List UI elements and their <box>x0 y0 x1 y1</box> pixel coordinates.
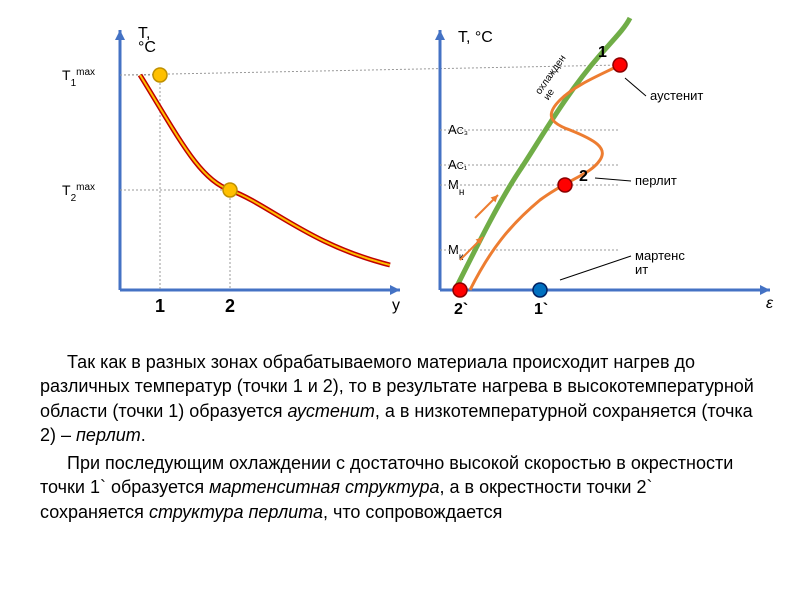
explanation-text: Так как в разных зонах обрабатываемого м… <box>40 350 760 528</box>
p1-i1: аустенит <box>287 401 374 421</box>
left-point-1 <box>153 68 167 82</box>
right-red-label-2: 2 <box>579 168 588 185</box>
right-red-label-1: 1 <box>598 44 607 61</box>
right-red-point-1 <box>613 58 627 72</box>
right-red-label-2`: 2` <box>454 301 468 318</box>
phase-label: аустенит <box>650 88 703 103</box>
right-red-point-2` <box>453 283 467 297</box>
right-red-point-2 <box>558 178 572 192</box>
p2-i1: мартенситная структура <box>209 477 439 497</box>
left-xmark-2: 2 <box>225 296 235 316</box>
p2-i2: структура перлита <box>149 502 323 522</box>
right-blue-point-1` <box>533 283 547 297</box>
phase-label: перлит <box>635 173 677 188</box>
right-y-axis-label: T, °C <box>458 29 493 46</box>
left-y-axis-label: T,°C <box>138 25 156 56</box>
left-xmark-1: 1 <box>155 296 165 316</box>
p2-c: , что сопровождается <box>323 502 502 522</box>
left-x-axis-label: y <box>392 297 400 314</box>
right-blue-label-1`: 1` <box>534 301 548 318</box>
left-curve <box>140 75 390 265</box>
right-ytick-Mn: Mн <box>448 177 464 198</box>
p1-i2: перлит <box>76 425 141 445</box>
left-ytick-T1: T1max <box>62 67 95 89</box>
p1-c: . <box>141 425 146 445</box>
left-ytick-T2: T2max <box>62 182 95 204</box>
left-point-2 <box>223 183 237 197</box>
phase-label: мартенсит <box>635 248 685 277</box>
right-x-axis-label: ε <box>766 295 774 312</box>
